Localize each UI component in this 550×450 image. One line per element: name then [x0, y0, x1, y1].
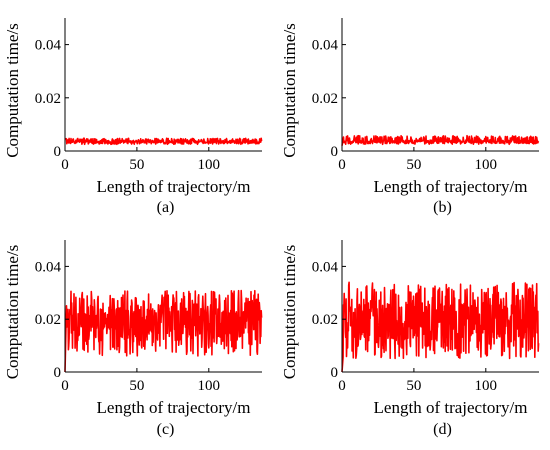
subplot-caption: (d) [433, 421, 452, 438]
subplot-3: 0 50 100 0 0.02 0.04 Length of trajectory/m Com… [3, 240, 263, 438]
x-tick-label: 0 [338, 378, 346, 394]
subplot-caption: (a) [157, 199, 175, 216]
x-tick-label: 0 [61, 157, 69, 173]
series-line-4 [341, 281, 540, 373]
series-line-3 [64, 289, 263, 373]
y-tick-label: 0 [54, 365, 62, 381]
x-tick-label: 100 [475, 378, 498, 394]
y-axis-label: Computation time/s [3, 245, 22, 380]
y-tick-label: 0.04 [312, 259, 339, 275]
y-tick-label: 0 [54, 144, 62, 160]
x-tick-label: 100 [198, 378, 221, 394]
x-tick-label: 50 [129, 157, 144, 173]
x-tick-label: 100 [475, 157, 498, 173]
series-line-2 [341, 134, 540, 146]
y-tick-label: 0 [331, 144, 339, 160]
y-tick-label: 0.02 [35, 91, 61, 107]
subplot-caption: (c) [157, 421, 175, 438]
subplot-1: 0 50 100 0 0.02 0.04 Length of trajectory/m Com… [3, 18, 263, 216]
x-tick-label: 50 [129, 378, 144, 394]
subplot-caption: (b) [433, 199, 452, 216]
x-axis-label: Length of trajectory/m [374, 398, 528, 417]
x-tick-label: 50 [406, 378, 421, 394]
subplot-2: 0 50 100 0 0.02 0.04 Length of trajectory/m Com… [280, 18, 540, 216]
x-axis-label: Length of trajectory/m [374, 177, 528, 196]
x-axis-label: Length of trajectory/m [97, 177, 251, 196]
y-tick-label: 0.04 [35, 38, 62, 54]
y-tick-label: 0.04 [35, 259, 62, 275]
subplot-4: 0 50 100 0 0.02 0.04 Length of trajectory/m Com… [280, 240, 540, 438]
y-tick-label: 0.02 [312, 91, 338, 107]
y-axis-label: Computation time/s [3, 23, 22, 158]
x-tick-label: 100 [198, 157, 221, 173]
y-axis-label: Computation time/s [280, 245, 299, 380]
y-tick-label: 0.02 [35, 312, 61, 328]
x-tick-label: 0 [338, 157, 346, 173]
x-axis-label: Length of trajectory/m [97, 398, 251, 417]
series-line-1 [64, 137, 263, 146]
x-tick-label: 0 [61, 378, 69, 394]
y-tick-label: 0 [331, 365, 339, 381]
x-tick-label: 50 [406, 157, 421, 173]
y-tick-label: 0.04 [312, 38, 339, 54]
y-axis-label: Computation time/s [280, 23, 299, 158]
y-tick-label: 0.02 [312, 312, 338, 328]
